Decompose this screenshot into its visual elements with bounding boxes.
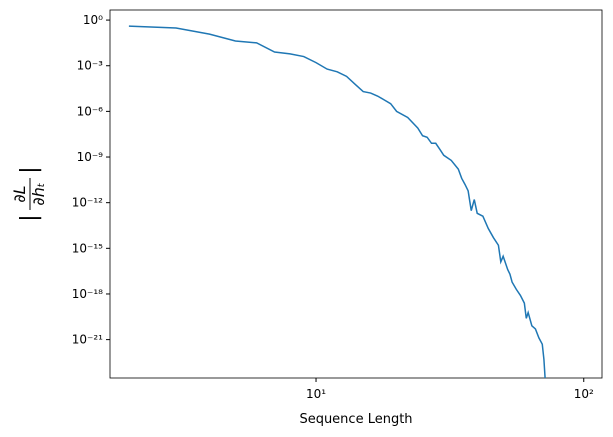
abs-bar: | [17,214,42,221]
y-tick-label: 10⁰ [83,13,103,27]
x-tick-label: 10¹ [306,387,326,401]
plot-area [128,25,546,378]
x-tick-label: 10² [574,387,594,401]
y-label-numerator: ∂L [10,185,29,202]
x-axis-label: Sequence Length [299,412,412,427]
data-line [128,25,546,378]
y-tick-label: 10⁻⁹ [77,150,104,164]
y-tick-label: 10⁻¹² [72,196,103,210]
abs-bar: | [17,166,42,173]
y-tick-label: 10⁻²¹ [72,333,103,347]
y-label-denominator: ∂hₜ [29,182,48,205]
y-axis-label: | ∂L ∂hₜ | [10,166,48,221]
y-tick-label: 10⁻³ [77,59,104,73]
plot-frame [109,9,603,379]
y-tick-label: 10⁻⁶ [77,104,104,118]
y-tick-label: 10⁻¹⁸ [72,287,103,301]
y-tick-label: 10⁻¹⁵ [72,241,103,255]
